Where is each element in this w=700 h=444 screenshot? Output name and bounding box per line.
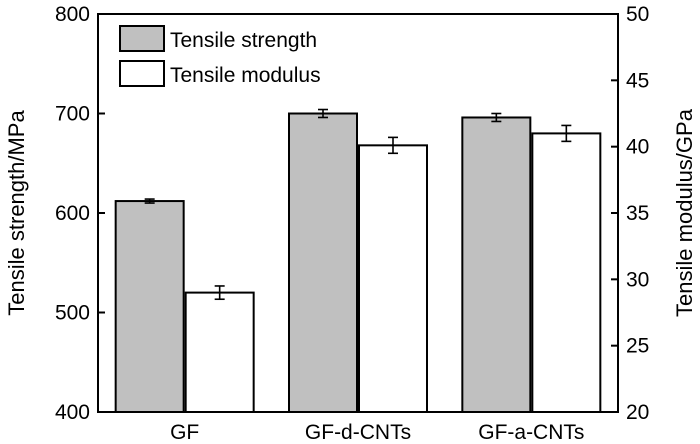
- left-axis-ticks: 400 500 600 700 800: [55, 3, 105, 424]
- legend: Tensile strength Tensile modulus: [119, 25, 321, 87]
- left-tick-label: 600: [55, 202, 90, 225]
- right-tick-label: 25: [626, 335, 649, 358]
- right-tick-label: 40: [626, 136, 649, 159]
- right-axis-ticks: 20 25 30 35 40 45 50: [611, 3, 649, 424]
- bar-modulus-0: [184, 291, 255, 414]
- bar-strength-1: [288, 112, 358, 413]
- x-tick-label: GF-a-CNTs: [478, 421, 584, 444]
- legend-label-strength: Tensile strength: [170, 29, 317, 52]
- bar-modulus-2: [531, 132, 602, 413]
- x-tick-label: GF-d-CNTs: [305, 421, 411, 444]
- right-tick-label: 35: [626, 202, 649, 225]
- error-bars-layer: [144, 108, 572, 301]
- bar-strength-0: [114, 200, 185, 413]
- right-tick-label: 20: [626, 401, 649, 424]
- right-tick-label: 30: [626, 268, 649, 291]
- y2-axis-title: Tensile modulus/GPa: [672, 108, 697, 317]
- right-tick-label: 45: [626, 69, 649, 92]
- bars-layer: [114, 112, 602, 414]
- left-tick-label: 700: [55, 103, 90, 126]
- left-tick-label: 800: [55, 3, 90, 26]
- legend-swatch-strength: [119, 25, 165, 52]
- right-tick-label: 50: [626, 3, 649, 26]
- left-tick-label: 500: [55, 302, 90, 325]
- x-tick-label: GF: [170, 421, 199, 444]
- left-tick-label: 400: [55, 401, 90, 424]
- x-axis-ticks: GF GF-d-CNTs GF-a-CNTs: [170, 421, 584, 444]
- bar-strength-2: [461, 116, 532, 413]
- legend-label-modulus: Tensile modulus: [170, 64, 321, 87]
- legend-swatch-modulus: [119, 60, 165, 87]
- bar-modulus-1: [358, 144, 428, 413]
- y-axis-title: Tensile strength/MPa: [4, 110, 29, 316]
